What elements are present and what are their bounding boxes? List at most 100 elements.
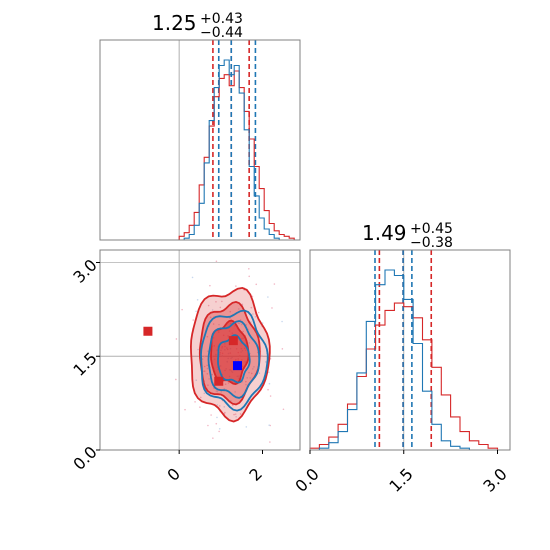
sample-point	[269, 395, 272, 397]
sample-point	[224, 383, 227, 386]
joint-y-tick-label: 0.0	[69, 442, 100, 473]
sample-point	[234, 413, 237, 415]
hist2-x-tick-label: 3.0	[479, 464, 510, 495]
sample-point	[250, 372, 253, 375]
sample-point	[249, 377, 251, 379]
sample-point	[218, 427, 221, 430]
sample-point	[203, 365, 206, 368]
histogram-param1-series-b	[179, 59, 295, 241]
sample-point	[238, 322, 241, 325]
sample-point	[235, 415, 237, 418]
title-param2-value: 1.49	[362, 221, 407, 245]
sample-point	[234, 391, 236, 393]
tick-marks	[96, 262, 498, 454]
sample-point	[203, 355, 206, 358]
sample-point	[248, 275, 251, 278]
sample-point	[273, 283, 276, 285]
sample-point	[252, 313, 254, 315]
sample-point	[257, 311, 260, 314]
sample-point	[212, 437, 214, 439]
hist2-x-tick-label: 1.5	[385, 464, 416, 495]
sample-point	[206, 335, 209, 338]
sample-point	[216, 416, 218, 419]
sample-point	[248, 342, 251, 344]
sample-point	[245, 383, 247, 386]
sample-point	[233, 413, 235, 416]
title-param2-minus: −0.38	[410, 235, 453, 251]
sample-point	[218, 323, 220, 326]
sample-point	[258, 372, 261, 375]
sample-point	[211, 373, 214, 376]
sample-point	[203, 370, 206, 373]
contour-series-b	[207, 320, 261, 399]
joint-y-axis: 0.0 1.5 3.0	[69, 255, 100, 473]
sample-point	[240, 323, 243, 326]
sample-point	[206, 367, 209, 370]
sample-point	[267, 388, 269, 391]
marker-series-b	[233, 361, 242, 371]
sample-point	[195, 379, 198, 381]
sample-point	[218, 430, 220, 433]
sample-point	[216, 228, 218, 230]
sample-point	[245, 426, 248, 428]
sample-point	[268, 424, 271, 426]
sample-point	[248, 267, 250, 270]
title-param2-plus: +0.45	[410, 221, 453, 237]
sample-point	[242, 330, 244, 333]
joint-y-tick-label: 1.5	[69, 348, 100, 379]
sample-point	[192, 319, 195, 321]
sample-point	[212, 323, 215, 325]
sample-point	[194, 401, 196, 403]
sample-point	[196, 298, 199, 301]
histogram-param2-panel	[309, 249, 511, 451]
sample-point	[235, 237, 237, 239]
sample-point	[208, 378, 210, 380]
sample-point	[252, 368, 254, 370]
sample-point	[197, 348, 199, 351]
sample-point	[268, 382, 271, 385]
sample-point	[265, 361, 267, 363]
sample-point	[206, 373, 209, 375]
sample-point	[261, 322, 264, 324]
sample-point	[175, 338, 178, 340]
title-param1-minus: −0.44	[200, 25, 243, 41]
sample-point	[229, 310, 232, 313]
sample-point	[269, 441, 271, 443]
sample-point	[221, 300, 223, 303]
sample-point	[281, 348, 284, 350]
sample-point	[229, 317, 231, 319]
joint-y-tick-label: 3.0	[69, 255, 100, 286]
sample-point	[210, 414, 212, 416]
sample-point	[175, 378, 177, 381]
title-param1-plus: +0.43	[200, 11, 243, 27]
sample-point	[248, 371, 250, 374]
sample-point	[320, 338, 322, 340]
joint-frame	[99, 249, 301, 451]
sample-point	[227, 382, 230, 384]
sample-point	[271, 307, 273, 309]
sample-point	[209, 284, 211, 287]
sample-point	[209, 316, 212, 319]
sample-point	[215, 390, 218, 392]
sample-point	[218, 405, 221, 407]
sample-point	[199, 406, 201, 408]
marker-series-a	[228, 336, 238, 346]
sample-point	[207, 424, 209, 427]
sample-point	[267, 296, 269, 298]
sample-point	[215, 300, 217, 303]
sample-point	[220, 391, 223, 393]
title-param1-value: 1.25	[152, 11, 197, 35]
title-param2: 1.49 +0.45 −0.38	[362, 221, 453, 251]
histogram-param1-frame	[99, 39, 301, 241]
sample-point	[206, 364, 209, 367]
hist2-x-tick-label: 0.0	[291, 464, 322, 495]
sample-point	[245, 324, 248, 326]
sample-point	[215, 260, 218, 263]
sample-point	[223, 387, 226, 390]
sample-point	[179, 457, 181, 459]
histogram-param2-series-a	[309, 302, 499, 450]
histogram-param1-panel	[99, 39, 301, 241]
sample-point	[241, 303, 244, 306]
sample-point	[250, 306, 253, 309]
sample-point	[181, 308, 183, 311]
